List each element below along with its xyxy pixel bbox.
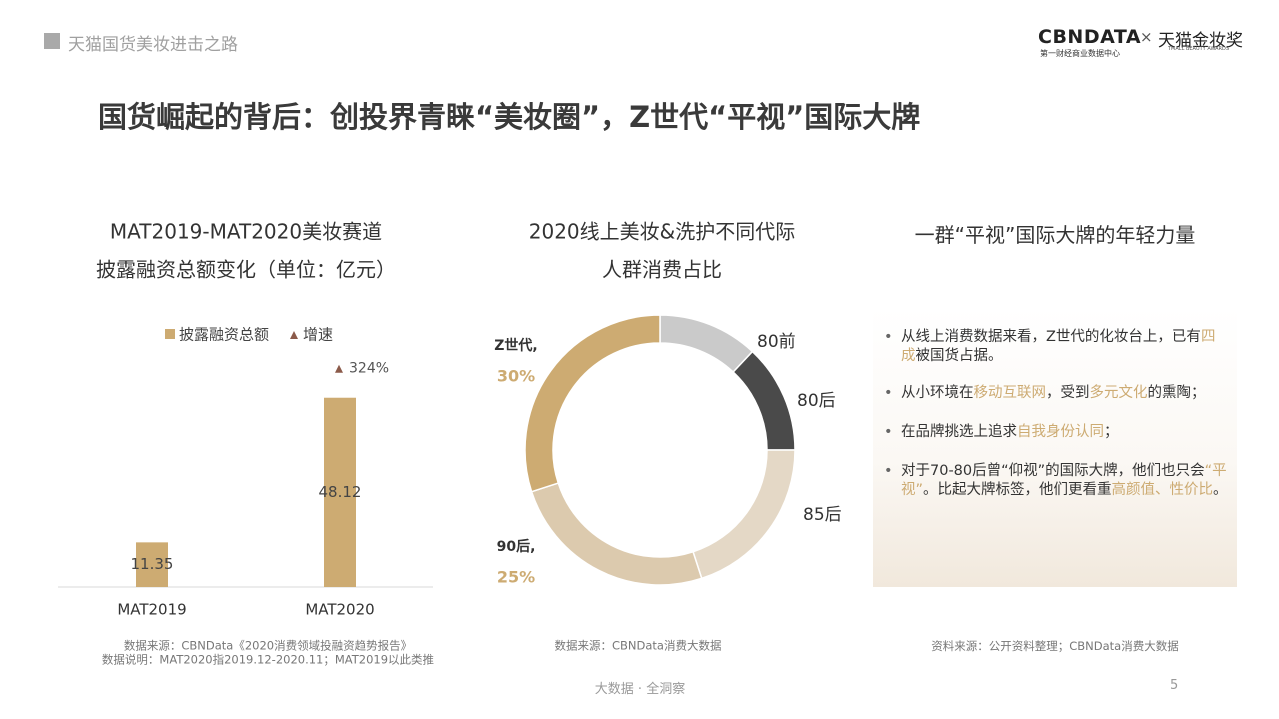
bullet-text: “平视” <box>901 463 1227 498</box>
logo-brand-sub: TMALL BEAUTY AWARDS <box>1168 46 1230 52</box>
section-title: 天猫国货美妆进击之路 <box>68 35 238 55</box>
data-label: 48.12 <box>319 483 362 501</box>
segment-label: 85后 <box>803 505 842 525</box>
growth-marker <box>335 364 343 373</box>
donut-segment <box>524 314 661 493</box>
bullet-text: 多元文化 <box>1089 385 1148 401</box>
chart-source: 数据说明：MAT2020指2019.12-2020.11；MAT2019以此类推 <box>102 653 434 667</box>
chart-title: 人群消费占比 <box>602 258 722 282</box>
donut-segment <box>659 314 754 374</box>
bullet-text: ； <box>1104 424 1119 440</box>
bullet-text: 自我身份认同 <box>1017 424 1104 440</box>
bullet-text: 被国货占据。 <box>915 348 1003 364</box>
chart-title: MAT2019-MAT2020美妆赛道 <box>110 220 382 244</box>
bullet-text: 高颜值、性价比 <box>1111 482 1214 498</box>
logo-main: CBNDATA <box>1038 26 1142 48</box>
slide-title: 国货崛起的背后：创投界青睐“美妆圈”，Z世代“平视”国际大牌 <box>98 100 921 134</box>
legend-label: 披露融资总额 <box>179 326 269 344</box>
bullet-text: 。 <box>1213 482 1228 498</box>
segment-label: 80前 <box>757 332 796 352</box>
panel-source: 资料来源：公开资料整理；CBNData消费大数据 <box>931 639 1179 653</box>
legend-swatch <box>165 329 175 339</box>
growth-label: 324% <box>349 361 389 377</box>
chart-title: 2020线上美妆&洗护不同代际 <box>529 220 796 244</box>
bar <box>136 542 168 587</box>
bullet: 从小环境在移动互联网，受到多元文化的熏陶； <box>884 384 1229 403</box>
bullet-text: 在品牌挑选上追求 <box>901 424 1017 440</box>
x-tick-label: MAT2019 <box>117 601 186 619</box>
chart-source: 数据来源：CBNData《2020消费领域投融资趋势报告》 <box>124 639 412 653</box>
segment-value: 30% <box>497 367 535 386</box>
bullet-text: ，受到 <box>1046 385 1090 401</box>
segment-label: Z世代, <box>494 337 537 354</box>
bullet-text: 从线上消费数据来看，Z世代的化妆台上，已有 <box>901 329 1201 345</box>
logo-sub: 第一财经商业数据中心 <box>1040 49 1120 58</box>
bar <box>324 397 356 587</box>
segment-value: 25% <box>497 568 535 587</box>
page-number: 5 <box>1170 678 1179 693</box>
bullet-text: 对于70-80后曾“仰视”的国际大牌，他们也只会 <box>901 463 1205 479</box>
logo-x: × <box>1140 28 1153 46</box>
bullet-text: 。比起大牌标签，他们更看重 <box>923 482 1112 498</box>
donut-segment <box>530 482 703 586</box>
segment-label: 90后, <box>497 538 536 555</box>
bullet-text: 四成 <box>901 329 1216 364</box>
legend-label: 增速 <box>303 326 333 344</box>
chart-title: 披露融资总额变化（单位：亿元） <box>96 258 396 282</box>
legend-marker <box>290 331 298 339</box>
segment-label: 80后 <box>797 391 836 411</box>
donut-segment <box>692 449 796 580</box>
chart-source: 数据来源：CBNData消费大数据 <box>555 639 722 653</box>
bullet-text: 移动互联网 <box>973 385 1047 401</box>
logo-brand: 天猫金妆奖 <box>1158 31 1243 51</box>
x-tick-label: MAT2020 <box>305 601 374 619</box>
donut-segment <box>732 350 796 451</box>
bullet: 对于70-80后曾“仰视”的国际大牌，他们也只会“平视”。比起大牌标签，他们更看… <box>884 462 1229 500</box>
bullet: 在品牌挑选上追求自我身份认同； <box>884 423 1229 442</box>
section-marker <box>44 33 60 49</box>
data-label: 11.35 <box>131 555 174 573</box>
panel-title: 一群“平视”国际大牌的年轻力量 <box>914 223 1196 247</box>
bullet-text: 从小环境在 <box>901 385 974 401</box>
footer-tagline: 大数据 · 全洞察 <box>594 682 686 697</box>
bullet: 从线上消费数据来看，Z世代的化妆台上，已有四成被国货占据。 <box>884 328 1229 366</box>
bullet-text: 的熏陶； <box>1147 385 1206 401</box>
